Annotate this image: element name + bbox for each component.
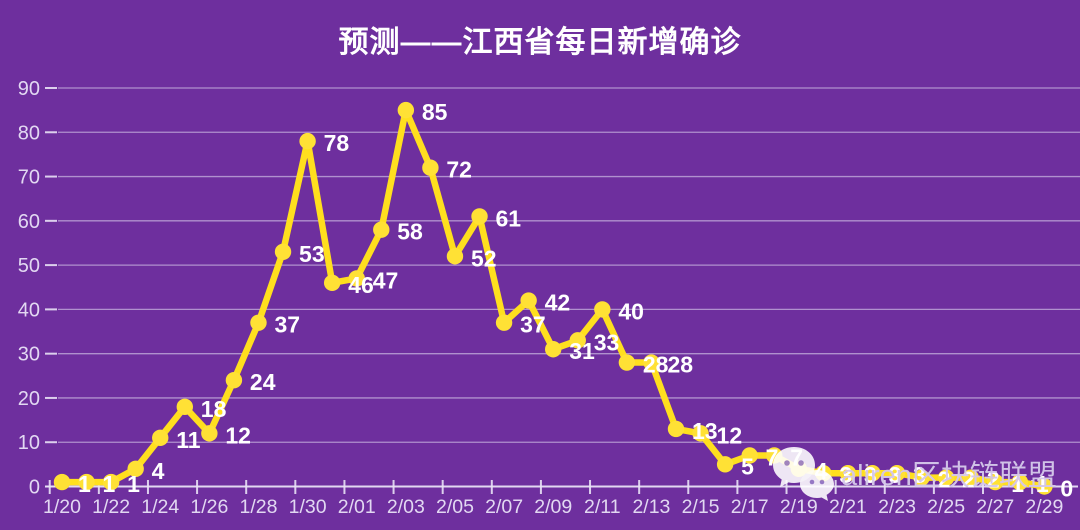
svg-text:80: 80 bbox=[18, 122, 40, 144]
svg-text:1: 1 bbox=[78, 471, 91, 497]
svg-text:18: 18 bbox=[201, 396, 227, 422]
svg-text:2/11: 2/11 bbox=[584, 496, 621, 518]
svg-text:7: 7 bbox=[766, 445, 779, 471]
svg-text:70: 70 bbox=[18, 167, 40, 189]
svg-text:53: 53 bbox=[299, 241, 325, 267]
svg-text:40: 40 bbox=[18, 299, 40, 321]
svg-text:33: 33 bbox=[594, 329, 620, 355]
svg-text:2/23: 2/23 bbox=[878, 496, 916, 518]
svg-text:12: 12 bbox=[717, 422, 743, 448]
svg-text:90: 90 bbox=[18, 78, 40, 100]
svg-text:2/21: 2/21 bbox=[829, 496, 867, 518]
svg-text:42: 42 bbox=[545, 290, 571, 316]
svg-text:37: 37 bbox=[274, 312, 300, 338]
svg-text:78: 78 bbox=[324, 130, 350, 156]
svg-text:3: 3 bbox=[913, 462, 926, 488]
svg-text:61: 61 bbox=[496, 205, 522, 231]
svg-text:0: 0 bbox=[29, 477, 40, 499]
svg-text:2/03: 2/03 bbox=[387, 496, 425, 518]
svg-text:1: 1 bbox=[1036, 471, 1049, 497]
svg-text:3: 3 bbox=[864, 462, 877, 488]
svg-text:11: 11 bbox=[176, 427, 201, 453]
svg-text:72: 72 bbox=[446, 157, 472, 183]
svg-text:2/27: 2/27 bbox=[976, 496, 1014, 518]
svg-text:1/22: 1/22 bbox=[92, 496, 130, 518]
svg-text:1/26: 1/26 bbox=[190, 496, 228, 518]
svg-text:85: 85 bbox=[422, 99, 448, 125]
svg-text:28: 28 bbox=[643, 352, 669, 378]
svg-text:4: 4 bbox=[815, 458, 828, 484]
svg-text:2/17: 2/17 bbox=[731, 496, 769, 518]
svg-text:2/05: 2/05 bbox=[436, 496, 474, 518]
svg-text:2/19: 2/19 bbox=[780, 496, 818, 518]
svg-text:60: 60 bbox=[18, 211, 40, 233]
svg-text:1/28: 1/28 bbox=[240, 496, 278, 518]
svg-text:5: 5 bbox=[741, 453, 754, 479]
svg-text:58: 58 bbox=[397, 219, 423, 245]
svg-text:1/24: 1/24 bbox=[141, 496, 179, 518]
svg-text:2/09: 2/09 bbox=[534, 496, 572, 518]
svg-text:28: 28 bbox=[667, 352, 693, 378]
svg-text:0: 0 bbox=[1060, 476, 1073, 502]
svg-text:13: 13 bbox=[692, 418, 718, 444]
svg-text:50: 50 bbox=[18, 255, 40, 277]
svg-text:1/30: 1/30 bbox=[289, 496, 327, 518]
svg-text:47: 47 bbox=[373, 267, 399, 293]
svg-text:4: 4 bbox=[152, 458, 165, 484]
svg-text:2: 2 bbox=[962, 467, 975, 493]
svg-text:46: 46 bbox=[348, 272, 374, 298]
svg-text:31: 31 bbox=[569, 338, 595, 364]
svg-text:2/01: 2/01 bbox=[338, 496, 376, 518]
svg-text:1/20: 1/20 bbox=[43, 496, 81, 518]
svg-text:30: 30 bbox=[18, 344, 40, 366]
svg-text:10: 10 bbox=[18, 432, 40, 454]
svg-text:2/25: 2/25 bbox=[927, 496, 965, 518]
svg-text:2/07: 2/07 bbox=[485, 496, 523, 518]
svg-text:37: 37 bbox=[520, 312, 546, 338]
svg-text:3: 3 bbox=[839, 462, 852, 488]
svg-text:40: 40 bbox=[618, 298, 644, 324]
svg-text:24: 24 bbox=[250, 369, 276, 395]
svg-text:2/29: 2/29 bbox=[1025, 496, 1063, 518]
svg-text:2/13: 2/13 bbox=[632, 496, 670, 518]
svg-text:1: 1 bbox=[103, 471, 116, 497]
svg-text:7: 7 bbox=[790, 445, 803, 471]
svg-text:2/15: 2/15 bbox=[682, 496, 720, 518]
svg-text:12: 12 bbox=[225, 422, 251, 448]
svg-text:20: 20 bbox=[18, 388, 40, 410]
svg-text:52: 52 bbox=[471, 245, 497, 271]
svg-text:1: 1 bbox=[127, 471, 140, 497]
svg-text:3: 3 bbox=[888, 462, 901, 488]
svg-text:2: 2 bbox=[938, 467, 951, 493]
chart-title: 预测——江西省每日新增确诊 bbox=[338, 26, 742, 59]
svg-text:2: 2 bbox=[987, 467, 1000, 493]
svg-text:1: 1 bbox=[1011, 471, 1024, 497]
